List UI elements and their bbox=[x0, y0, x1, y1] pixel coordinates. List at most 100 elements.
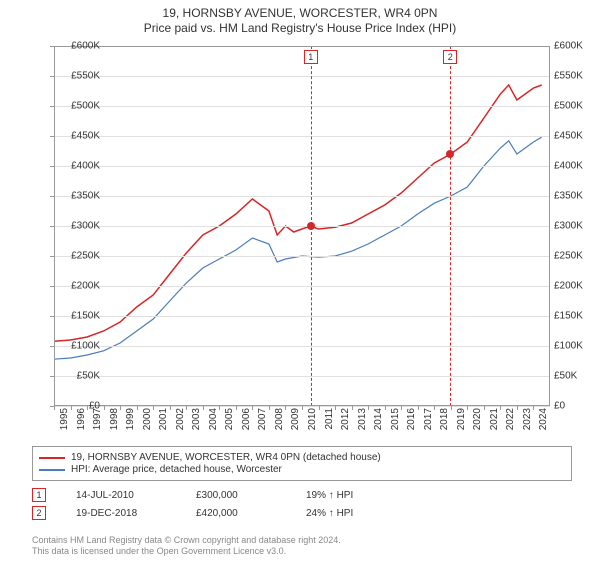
plot-border bbox=[54, 46, 550, 47]
x-axis-label: 2024 bbox=[538, 408, 549, 430]
marker-vline bbox=[450, 46, 451, 406]
x-axis-label: 2016 bbox=[406, 408, 417, 430]
y-axis-label-right: £600K bbox=[554, 41, 583, 52]
x-axis-label: 2009 bbox=[290, 408, 301, 430]
y-axis-label: £50K bbox=[77, 371, 100, 382]
x-tick bbox=[401, 406, 402, 410]
y-axis-label-right: £200K bbox=[554, 281, 583, 292]
x-axis-label: 2013 bbox=[357, 408, 368, 430]
y-axis-label: £300K bbox=[71, 221, 100, 232]
y-tick bbox=[50, 226, 54, 227]
gridline bbox=[54, 316, 550, 317]
y-axis-label: £500K bbox=[71, 101, 100, 112]
x-axis-label: 2021 bbox=[489, 408, 500, 430]
x-axis-label: 2015 bbox=[390, 408, 401, 430]
legend-row-series-2: HPI: Average price, detached house, Worc… bbox=[39, 464, 565, 475]
x-tick bbox=[219, 406, 220, 410]
gridline bbox=[54, 136, 550, 137]
x-tick bbox=[484, 406, 485, 410]
gridline bbox=[54, 226, 550, 227]
x-tick bbox=[236, 406, 237, 410]
sale-price-2: £420,000 bbox=[196, 508, 276, 519]
y-tick bbox=[50, 346, 54, 347]
marker-box: 1 bbox=[304, 50, 318, 64]
legend-row-series-1: 19, HORNSBY AVENUE, WORCESTER, WR4 0PN (… bbox=[39, 452, 565, 463]
y-axis-label: £200K bbox=[71, 281, 100, 292]
y-axis-label-right: £300K bbox=[554, 221, 583, 232]
x-tick bbox=[385, 406, 386, 410]
title-sub: Price paid vs. HM Land Registry's House … bbox=[0, 21, 600, 35]
x-tick bbox=[137, 406, 138, 410]
sale-price-1: £300,000 bbox=[196, 490, 276, 501]
x-tick bbox=[285, 406, 286, 410]
y-axis-label-right: £0 bbox=[554, 401, 565, 412]
y-axis-label-right: £500K bbox=[554, 101, 583, 112]
y-axis-label-right: £100K bbox=[554, 341, 583, 352]
legend-swatch-1 bbox=[39, 457, 65, 459]
y-axis-label-right: £350K bbox=[554, 191, 583, 202]
gridline bbox=[54, 166, 550, 167]
y-axis-label-right: £400K bbox=[554, 161, 583, 172]
y-axis-label: £350K bbox=[71, 191, 100, 202]
x-axis-label: 2018 bbox=[439, 408, 450, 430]
x-axis-label: 1998 bbox=[109, 408, 120, 430]
sale-date-2: 19-DEC-2018 bbox=[76, 508, 166, 519]
x-axis-label: 2022 bbox=[505, 408, 516, 430]
sale-date-1: 14-JUL-2010 bbox=[76, 490, 166, 501]
chart-container: 19, HORNSBY AVENUE, WORCESTER, WR4 0PN P… bbox=[0, 6, 600, 566]
y-axis-label: £450K bbox=[71, 131, 100, 142]
title-main: 19, HORNSBY AVENUE, WORCESTER, WR4 0PN bbox=[0, 6, 600, 20]
x-tick bbox=[170, 406, 171, 410]
x-axis-label: 2014 bbox=[373, 408, 384, 430]
sales-table: 1 14-JUL-2010 £300,000 19% ↑ HPI 2 19-DE… bbox=[32, 484, 353, 524]
gridline bbox=[54, 256, 550, 257]
sale-row-1: 1 14-JUL-2010 £300,000 19% ↑ HPI bbox=[32, 488, 353, 502]
gridline bbox=[54, 76, 550, 77]
y-tick bbox=[50, 136, 54, 137]
x-tick bbox=[517, 406, 518, 410]
x-tick bbox=[352, 406, 353, 410]
y-tick bbox=[50, 106, 54, 107]
x-tick bbox=[153, 406, 154, 410]
x-axis-label: 2008 bbox=[274, 408, 285, 430]
legend-box: 19, HORNSBY AVENUE, WORCESTER, WR4 0PN (… bbox=[32, 446, 572, 481]
gridline bbox=[54, 376, 550, 377]
y-tick bbox=[50, 286, 54, 287]
y-axis-label: £550K bbox=[71, 71, 100, 82]
x-tick bbox=[434, 406, 435, 410]
series-line-price_paid bbox=[54, 85, 542, 341]
x-tick bbox=[104, 406, 105, 410]
x-tick bbox=[54, 406, 55, 410]
x-tick bbox=[302, 406, 303, 410]
x-tick bbox=[467, 406, 468, 410]
marker-box: 2 bbox=[443, 50, 457, 64]
y-tick bbox=[50, 316, 54, 317]
x-axis-label: 2005 bbox=[224, 408, 235, 430]
x-tick bbox=[71, 406, 72, 410]
x-axis-label: 1997 bbox=[92, 408, 103, 430]
x-tick bbox=[368, 406, 369, 410]
sale-delta-1: 19% ↑ HPI bbox=[306, 490, 353, 501]
x-axis-label: 1995 bbox=[59, 408, 70, 430]
gridline bbox=[54, 346, 550, 347]
x-axis-label: 1996 bbox=[76, 408, 87, 430]
sale-marker-2: 2 bbox=[32, 506, 46, 520]
gridline bbox=[54, 106, 550, 107]
x-tick bbox=[269, 406, 270, 410]
x-axis-label: 2010 bbox=[307, 408, 318, 430]
x-axis-label: 1999 bbox=[125, 408, 136, 430]
marker-dot bbox=[446, 150, 454, 158]
y-tick bbox=[50, 46, 54, 47]
chart-area: 12 bbox=[54, 46, 550, 406]
y-axis-label-right: £250K bbox=[554, 251, 583, 262]
y-axis-label: £600K bbox=[71, 41, 100, 52]
x-tick bbox=[533, 406, 534, 410]
sale-delta-2: 24% ↑ HPI bbox=[306, 508, 353, 519]
y-tick bbox=[50, 166, 54, 167]
x-axis-label: 2007 bbox=[257, 408, 268, 430]
y-tick bbox=[50, 256, 54, 257]
y-axis-label: £250K bbox=[71, 251, 100, 262]
y-axis-label: £400K bbox=[71, 161, 100, 172]
y-axis-label-right: £50K bbox=[554, 371, 577, 382]
x-axis-label: 2004 bbox=[208, 408, 219, 430]
